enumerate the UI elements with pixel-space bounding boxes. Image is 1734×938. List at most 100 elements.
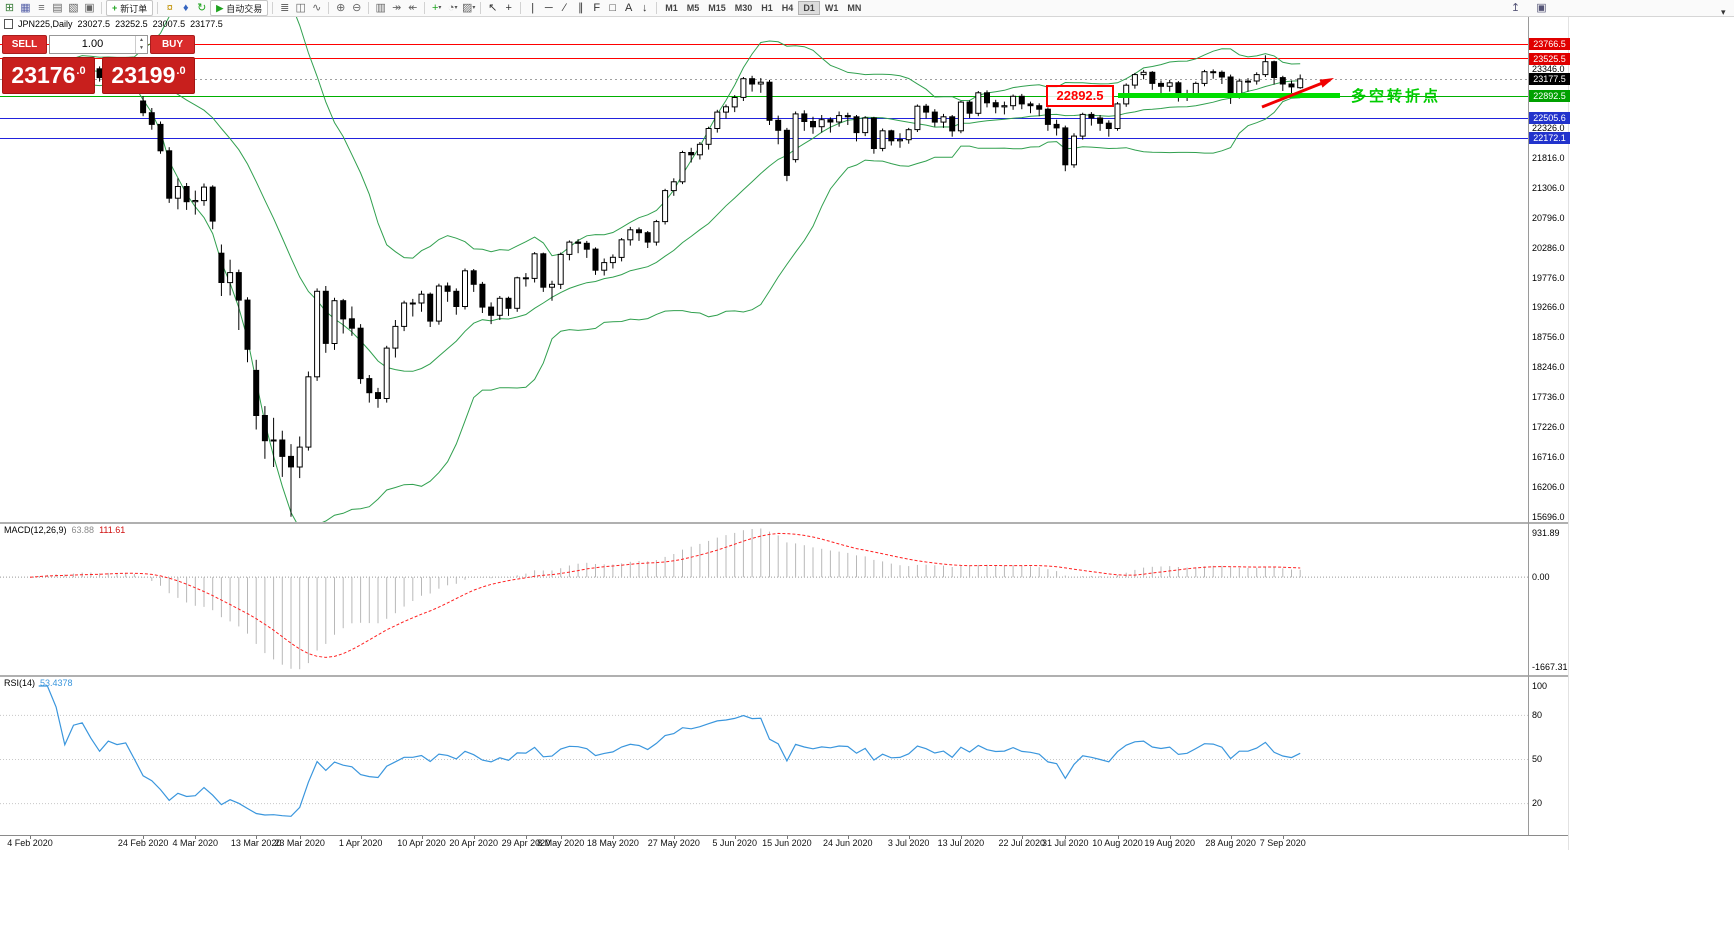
fibonacci-icon[interactable]: F	[593, 2, 601, 14]
candle	[557, 253, 564, 285]
text-label-icon[interactable]: A	[625, 2, 633, 14]
candle	[609, 256, 616, 264]
refresh-icon[interactable]: ↻	[197, 2, 207, 14]
sell-button[interactable]: SELL	[2, 35, 47, 54]
auto-scroll-icon[interactable]: ↠	[392, 2, 402, 14]
line-chart-type-icon[interactable]: ∿	[312, 2, 322, 14]
chart-shift-icon[interactable]: ↞	[408, 2, 418, 14]
date-axis-tick	[143, 836, 145, 839]
candle	[566, 241, 573, 255]
candle	[157, 123, 164, 152]
price-scale-tick: 16716.0	[1532, 451, 1565, 462]
price-level-badge: 22505.6	[1529, 112, 1570, 125]
templates-icon[interactable]: ▨▾	[462, 2, 476, 14]
candle	[148, 112, 155, 125]
candle	[1288, 83, 1295, 88]
date-axis-label: 13 Mar 2020	[230, 838, 282, 848]
candle	[870, 117, 877, 149]
timeframe-m1[interactable]: M1	[665, 3, 678, 13]
price-scale-separator[interactable]	[1528, 17, 1529, 835]
panel-separator-macd[interactable]	[0, 522, 1568, 524]
indicators-icon[interactable]: +▾	[431, 2, 442, 14]
candle	[366, 378, 373, 394]
periods-icon[interactable]: ◔▾	[447, 2, 458, 14]
candle	[696, 143, 703, 156]
accounts-icon[interactable]: ♦	[182, 2, 189, 14]
shapes-icon[interactable]: □	[609, 2, 617, 14]
new-chart-icon[interactable]: ⊞	[4, 2, 15, 14]
volume-down-icon[interactable]: ▼	[139, 45, 144, 51]
data-window-icon[interactable]: ▤	[52, 2, 63, 14]
market-watch-icon[interactable]: ≡	[38, 2, 45, 14]
candle	[375, 392, 381, 400]
candle	[801, 113, 808, 123]
bar-chart-type-icon[interactable]: ≣	[280, 2, 290, 14]
candle	[723, 106, 729, 113]
navigator-icon[interactable]: ▧	[68, 2, 79, 14]
volume-value[interactable]: 1.00	[81, 38, 104, 50]
panel-separator-rsi[interactable]	[0, 675, 1568, 677]
date-axis-tick	[360, 836, 362, 839]
price-annotation-box[interactable]: 22892.5	[1046, 85, 1114, 107]
candle	[888, 130, 895, 142]
date-axis-label: 24 Feb 2020	[117, 838, 169, 848]
timeframe-d1[interactable]: D1	[798, 1, 820, 15]
date-axis-label: 7 Sep 2020	[1259, 838, 1306, 848]
candle	[1071, 135, 1077, 166]
candle	[627, 229, 634, 241]
volume-field[interactable]: 1.00 ▲ ▼	[49, 35, 148, 54]
tile-windows-icon[interactable]: ▥	[375, 2, 386, 14]
zoom-in-icon[interactable]: ⊕	[336, 2, 346, 14]
sell-price-box[interactable]: 23176.0	[2, 57, 95, 94]
timeframe-h1[interactable]: H1	[761, 3, 773, 13]
timeframe-m15[interactable]: M15	[708, 3, 726, 13]
buy-button[interactable]: BUY	[150, 35, 195, 54]
volume-up-icon[interactable]: ▲	[139, 37, 144, 43]
deposit-icon[interactable]: ¤	[166, 2, 173, 14]
candlestick-type-icon[interactable]: ◫	[295, 2, 306, 14]
buy-price-box[interactable]: 23199.0	[102, 57, 195, 94]
timeframe-m5[interactable]: M5	[686, 3, 700, 13]
channel-icon[interactable]: ∥	[577, 2, 584, 14]
candle	[444, 285, 451, 292]
cursor-icon[interactable]: ↖	[488, 2, 498, 14]
terminal-icon[interactable]: ▣	[84, 2, 95, 14]
candle	[531, 253, 538, 279]
timeframe-w1[interactable]: W1	[824, 3, 839, 13]
timeframe-m30[interactable]: M30	[734, 3, 753, 13]
scroll-up-icon[interactable]: ↥	[1510, 2, 1521, 14]
price-level-badge: 22172.1	[1529, 131, 1570, 144]
candle	[235, 272, 242, 301]
autotrading-button[interactable]: ▶ 自动交易	[210, 0, 269, 16]
price-level-badge: 23177.5	[1529, 72, 1570, 85]
toolbar-overflow-icon[interactable]: ▾	[1721, 7, 1726, 17]
horizontal-line-icon[interactable]: ─	[544, 2, 553, 14]
dock-window-icon[interactable]: ▣	[1536, 2, 1547, 14]
bollinger-upper	[56, 17, 1301, 259]
turning-point-label[interactable]: 多空转折点	[1351, 88, 1442, 105]
timeframe-h4[interactable]: H4	[781, 3, 794, 13]
candle	[427, 293, 434, 322]
arrow-object-icon[interactable]: ↓	[641, 2, 648, 14]
ohlc-high: 23252.5	[115, 19, 148, 29]
candle	[1036, 105, 1043, 110]
zoom-out-icon[interactable]: ⊖	[352, 2, 362, 14]
rsi-name: RSI(14)	[4, 678, 36, 688]
profiles-icon[interactable]: ▦	[20, 2, 31, 14]
candle	[853, 116, 860, 134]
candle	[662, 190, 669, 223]
trendline-icon[interactable]: ∕	[563, 2, 566, 14]
breakout-arrow[interactable]	[1261, 78, 1331, 109]
new-order-button-label: 新订单	[120, 3, 148, 14]
vertical-line-icon[interactable]: |	[531, 2, 535, 14]
candle	[253, 369, 260, 416]
candle	[670, 181, 677, 192]
timeframe-mn[interactable]: MN	[847, 3, 862, 13]
price-level-badge: 23766.5	[1529, 38, 1570, 51]
candle	[1001, 105, 1008, 108]
candle	[1053, 123, 1060, 129]
crosshair-icon[interactable]: +	[505, 2, 512, 14]
new-order-button[interactable]: + 新订单	[106, 0, 154, 16]
candle	[749, 78, 756, 85]
